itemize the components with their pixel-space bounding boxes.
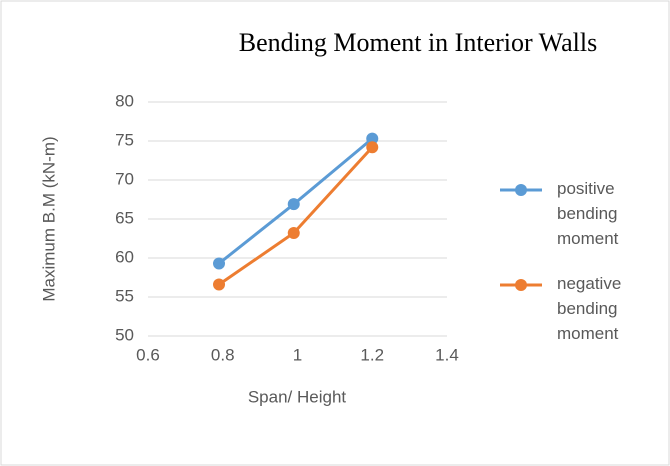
y-tick-label: 70 [115,169,134,188]
data-point [213,278,226,291]
y-axis-label: Maximum B.M (kN-m) [39,136,58,301]
data-point [213,257,226,270]
legend-label: positive bending moment [557,179,622,248]
y-tick-label: 50 [115,325,134,344]
y-tick-label: 75 [115,130,134,149]
data-point [366,132,379,145]
data-point [366,141,379,154]
legend-label: negative bending moment [557,274,626,343]
x-tick-label: 1 [293,345,302,364]
x-axis-label: Span/ Height [248,387,347,406]
x-tick-label: 1.2 [360,345,384,364]
y-tick-label: 60 [115,247,134,266]
data-point [287,227,300,240]
y-tick-label: 65 [115,208,134,227]
y-tick-label: 55 [115,286,134,305]
x-tick-label: 1.4 [435,345,459,364]
data-point [287,198,300,211]
x-tick-label: 0.6 [136,345,160,364]
legend-marker [515,184,527,196]
chart-title: Bending Moment in Interior Walls [239,28,598,57]
y-tick-label: 80 [115,91,134,110]
legend-marker [515,279,527,291]
x-tick-label: 0.8 [211,345,235,364]
